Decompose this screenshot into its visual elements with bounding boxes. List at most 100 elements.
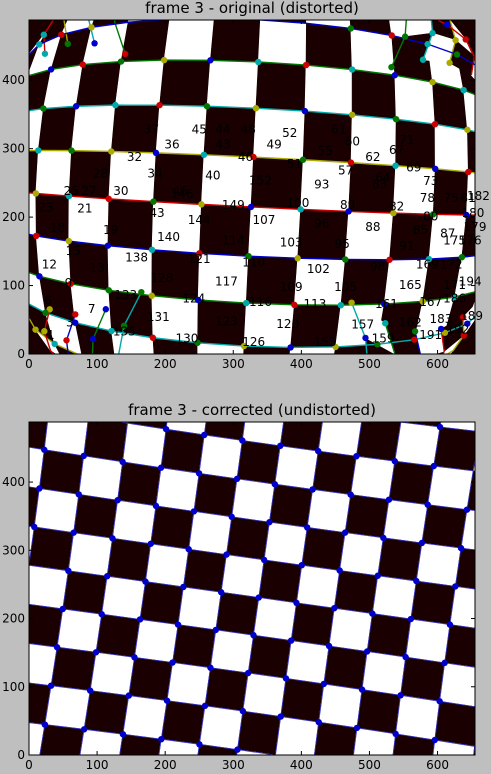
corner-index-label: 18 <box>50 221 65 235</box>
y-tick-label: 300 <box>2 543 25 557</box>
checker-square <box>232 479 275 522</box>
corner-index-label: 102 <box>307 262 330 276</box>
checker-square <box>254 598 297 641</box>
checker-square <box>116 366 159 403</box>
corner-point <box>287 344 293 350</box>
checker-square <box>243 673 286 717</box>
corner-point <box>63 337 69 343</box>
corner-point <box>60 606 66 612</box>
corner-index-label: 60 <box>345 134 360 148</box>
corner-point <box>452 37 458 43</box>
checker-square <box>84 691 129 735</box>
corrected-panel-title: frame 3 - corrected (undistorted) <box>128 401 376 419</box>
checker-square <box>0 151 13 191</box>
checker-square <box>199 435 242 479</box>
corner-point <box>253 105 259 111</box>
checker-square <box>237 441 280 485</box>
checker-square <box>171 351 215 397</box>
checker-square <box>146 544 189 587</box>
corner-index-label: 131 <box>147 310 170 324</box>
checker-square <box>307 489 351 532</box>
corner-index-label: 96 <box>314 216 329 230</box>
checker-square <box>486 99 491 142</box>
checker-square <box>435 124 468 172</box>
corner-index-label: 167 <box>419 295 442 309</box>
corner-point <box>119 459 125 465</box>
corner-point <box>42 51 48 57</box>
corner-point <box>302 108 308 114</box>
checker-square <box>313 451 357 495</box>
corner-index-label: 55 <box>318 144 333 158</box>
corner-index-label: 83 <box>372 177 387 191</box>
checker-square <box>269 484 312 527</box>
checker-square <box>115 60 164 105</box>
checker-square <box>450 586 491 630</box>
corner-point <box>150 198 156 204</box>
checker-square <box>455 548 491 592</box>
checker-square <box>112 500 155 544</box>
checker-square <box>395 75 435 124</box>
corner-point <box>80 61 86 67</box>
corner-index-label: 110 <box>242 255 265 269</box>
x-tick-label: 600 <box>426 758 449 770</box>
corner-index-label: 120 <box>276 317 299 331</box>
corner-point <box>349 112 355 118</box>
corner-index-label: 140 <box>157 230 180 244</box>
corner-point <box>408 616 414 622</box>
corner-point <box>81 453 87 459</box>
corner-point <box>65 41 71 47</box>
checker-square <box>487 214 491 254</box>
corner-point <box>432 121 438 127</box>
corner-point <box>158 465 164 471</box>
corner-point <box>348 25 354 31</box>
checker-square <box>405 10 432 37</box>
corner-point <box>70 529 76 535</box>
corner-point <box>359 686 365 692</box>
checker-square <box>345 211 393 259</box>
checker-square <box>38 725 84 769</box>
corner-index-label: 146 <box>171 187 194 201</box>
checker-square <box>0 357 13 404</box>
x-tick-label: 600 <box>426 357 449 371</box>
corner-point <box>36 485 42 491</box>
y-tick-label: 200 <box>2 612 25 626</box>
corner-point <box>31 524 37 530</box>
corner-index-label: 23 <box>38 201 53 215</box>
corner-point <box>413 578 419 584</box>
checker-square <box>422 505 467 548</box>
corner-point <box>218 589 224 595</box>
checker-square <box>4 404 49 450</box>
checker-square <box>378 386 418 414</box>
corner-point <box>380 535 386 541</box>
corner-point <box>149 247 155 253</box>
corner-index-label: 98 <box>370 260 385 274</box>
corner-point <box>248 204 254 210</box>
corner-point <box>41 447 47 453</box>
checker-square <box>227 517 270 560</box>
corner-point <box>316 719 322 725</box>
checker-square <box>210 630 253 673</box>
corner-index-label: 27 <box>81 184 96 198</box>
corner-point <box>40 105 46 111</box>
checker-square <box>401 657 445 701</box>
checker-square <box>199 706 242 750</box>
checker-square <box>156 468 199 512</box>
checker-square <box>129 657 173 700</box>
corner-point <box>465 169 471 175</box>
corner-point <box>153 503 159 509</box>
checker-square <box>248 635 291 678</box>
corner-index-label: 144 <box>188 213 211 227</box>
checker-square <box>340 533 384 576</box>
corner-index-label: 157 <box>351 318 374 332</box>
checker-square <box>151 506 194 549</box>
checker-square <box>418 0 450 20</box>
corner-point <box>93 649 99 655</box>
checker-square <box>29 527 74 571</box>
checker-square <box>92 383 132 414</box>
corner-point <box>204 103 210 109</box>
corner-point <box>32 326 38 332</box>
checker-square <box>123 696 167 740</box>
corner-point <box>392 72 398 78</box>
corner-index-label: 13 <box>89 261 104 275</box>
checker-square <box>0 715 5 759</box>
